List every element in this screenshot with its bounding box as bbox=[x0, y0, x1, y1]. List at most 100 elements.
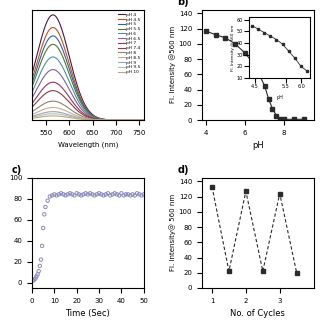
pH 7.4 bbox=[140, 118, 143, 122]
Line: pH 8.5: pH 8.5 bbox=[32, 108, 144, 120]
Point bbox=[134, 191, 140, 196]
Point bbox=[137, 192, 142, 197]
Point bbox=[45, 198, 50, 203]
Line: pH 7: pH 7 bbox=[32, 82, 144, 120]
pH 10 bbox=[97, 118, 101, 122]
pH 6.5 bbox=[84, 112, 88, 116]
pH 5.5 bbox=[142, 118, 146, 122]
Point bbox=[121, 193, 126, 198]
pH 8.5 bbox=[97, 118, 101, 122]
Point bbox=[94, 192, 100, 197]
Point bbox=[38, 257, 44, 262]
X-axis label: pH: pH bbox=[252, 141, 264, 150]
Point bbox=[61, 192, 66, 197]
pH 6.5 bbox=[140, 118, 143, 122]
pH 7.4 bbox=[51, 89, 55, 92]
Point bbox=[36, 268, 41, 274]
Point bbox=[76, 192, 82, 197]
pH 7 bbox=[122, 118, 126, 122]
pH 7.4 bbox=[84, 114, 88, 118]
pH 4 bbox=[122, 118, 126, 122]
Point bbox=[47, 194, 52, 199]
pH 7.4 bbox=[142, 118, 146, 122]
pH 7 bbox=[84, 113, 87, 117]
Point bbox=[72, 193, 77, 198]
pH 4.5 bbox=[122, 118, 126, 122]
Point bbox=[35, 272, 40, 277]
Point bbox=[33, 276, 38, 281]
pH 4 bbox=[30, 72, 34, 76]
pH 7.4 bbox=[84, 114, 87, 118]
pH 8 bbox=[30, 110, 34, 114]
pH 4 bbox=[142, 118, 146, 122]
Point bbox=[41, 226, 46, 231]
Point bbox=[123, 192, 128, 197]
Point bbox=[119, 191, 124, 196]
pH 6 bbox=[122, 118, 126, 122]
pH 8.5 bbox=[84, 116, 87, 120]
pH 6 bbox=[140, 118, 143, 122]
Line: pH 7.4: pH 7.4 bbox=[32, 91, 144, 120]
pH 9 bbox=[91, 118, 95, 122]
Point bbox=[54, 193, 59, 198]
pH 8.5 bbox=[30, 113, 34, 116]
Line: pH 9: pH 9 bbox=[32, 112, 144, 120]
pH 4.5 bbox=[84, 106, 88, 110]
Line: pH 4.5: pH 4.5 bbox=[32, 28, 144, 120]
pH 8.5 bbox=[140, 118, 143, 122]
Point bbox=[74, 191, 79, 196]
pH 7.4 bbox=[91, 117, 95, 121]
Line: pH 8: pH 8 bbox=[32, 101, 144, 120]
pH 9 bbox=[84, 117, 88, 121]
pH 6 bbox=[84, 109, 87, 113]
pH 8 bbox=[51, 99, 55, 103]
Text: b): b) bbox=[177, 0, 189, 7]
pH 9 bbox=[122, 118, 126, 122]
Point bbox=[132, 193, 137, 198]
Point bbox=[52, 192, 57, 197]
pH 4 bbox=[84, 105, 88, 108]
pH 4 bbox=[140, 118, 143, 122]
Point bbox=[139, 193, 144, 198]
pH 10 bbox=[30, 116, 34, 120]
pH 9 bbox=[30, 115, 34, 118]
Point bbox=[50, 193, 55, 198]
pH 5.5 bbox=[91, 114, 95, 118]
pH 8 bbox=[142, 118, 146, 122]
pH 4.5 bbox=[51, 26, 55, 29]
Point bbox=[70, 192, 75, 197]
pH 4 bbox=[84, 103, 87, 107]
pH 8 bbox=[84, 116, 88, 120]
pH 5.5 bbox=[84, 108, 88, 112]
pH 5 bbox=[97, 116, 101, 120]
Point bbox=[30, 278, 36, 283]
pH 6 bbox=[91, 115, 95, 119]
X-axis label: Time (Sec): Time (Sec) bbox=[66, 309, 110, 318]
pH 8 bbox=[97, 118, 101, 122]
pH 8.5 bbox=[91, 117, 95, 121]
Text: c): c) bbox=[12, 165, 22, 175]
Point bbox=[116, 193, 122, 198]
Line: pH 5: pH 5 bbox=[32, 36, 144, 120]
pH 4 bbox=[91, 113, 95, 116]
pH 6.5 bbox=[142, 118, 146, 122]
Point bbox=[88, 191, 93, 196]
Point bbox=[79, 193, 84, 198]
pH 9.5 bbox=[51, 112, 55, 116]
Point bbox=[34, 274, 39, 279]
pH 10 bbox=[140, 118, 143, 122]
Point bbox=[97, 191, 102, 196]
pH 4.5 bbox=[84, 105, 87, 109]
Point bbox=[42, 212, 47, 217]
pH 6 bbox=[97, 117, 101, 121]
pH 5.5 bbox=[30, 85, 34, 89]
pH 6.5 bbox=[91, 116, 95, 119]
pH 9.5 bbox=[142, 118, 146, 122]
Point bbox=[141, 192, 146, 197]
pH 9.5 bbox=[140, 118, 143, 122]
pH 4 bbox=[51, 13, 55, 17]
Point bbox=[130, 192, 135, 197]
X-axis label: No. of Cycles: No. of Cycles bbox=[230, 309, 285, 318]
pH 7 bbox=[97, 117, 101, 121]
pH 8.5 bbox=[51, 106, 55, 109]
